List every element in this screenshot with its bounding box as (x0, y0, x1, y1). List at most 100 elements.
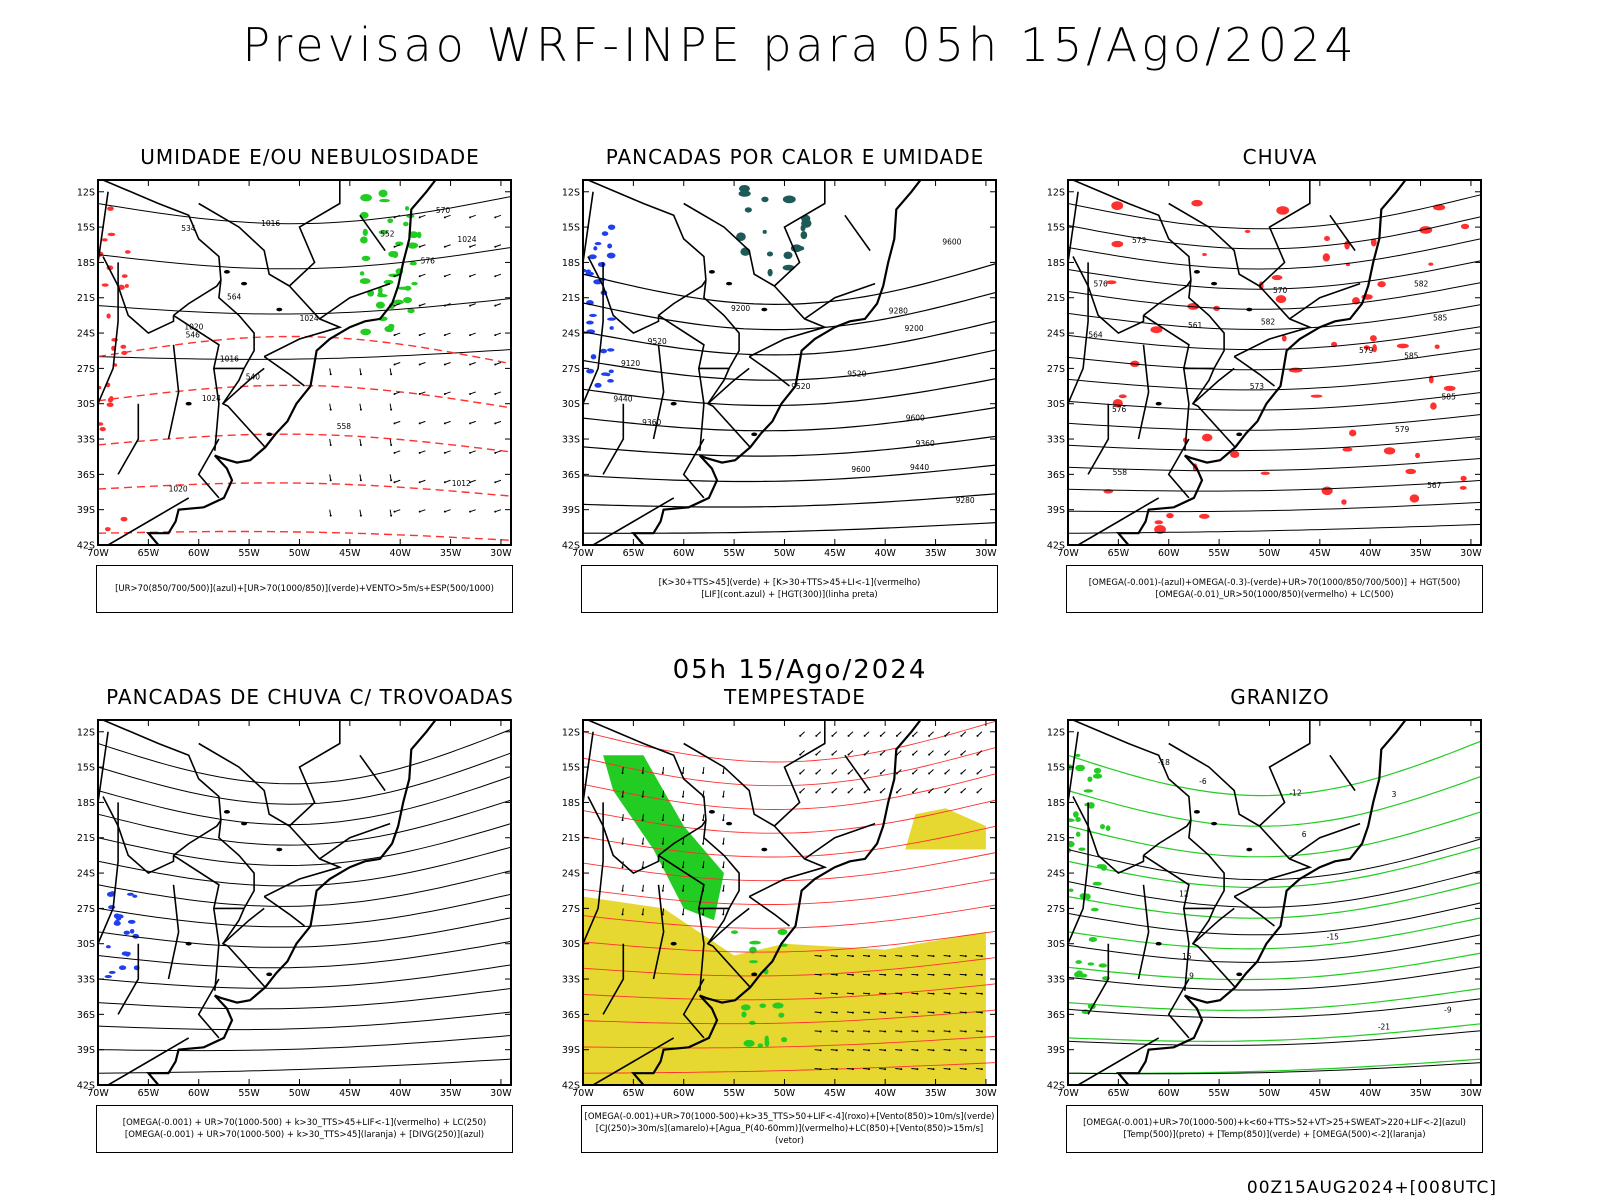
wind850-green-area (749, 960, 758, 964)
hgt500-streamline (1068, 304, 1481, 331)
lake-mark (708, 270, 715, 274)
state-border (587, 796, 660, 875)
wind850-green-area (743, 1039, 755, 1047)
lat-tick-label: 15S (77, 763, 95, 774)
legend-line: [Temp(500)](preto) + [Temp(850)](verde) … (1123, 1130, 1426, 1140)
wind-vector (862, 1011, 870, 1014)
lon-tick-label: 50W (1259, 1088, 1281, 1099)
rain-red-area (1281, 335, 1287, 342)
temp500-contour (1068, 966, 1481, 991)
temp850-green-contour (1075, 960, 1082, 964)
divergence-blue-contour (125, 951, 131, 956)
thickness-contour (98, 335, 511, 365)
temp850-green-contour (1068, 818, 1075, 823)
rain-red-area (1443, 385, 1456, 391)
wind-vector (815, 731, 822, 737)
wind-vector (444, 479, 451, 483)
lake-mark (1193, 810, 1200, 814)
wind-vector (880, 731, 886, 737)
wind-vector (642, 908, 644, 915)
wind-vector (896, 731, 902, 737)
state-border (683, 202, 775, 287)
lon-tick-label: 65W (138, 1088, 160, 1099)
lon-tick-label: 60W (673, 548, 695, 559)
state-border (1137, 884, 1150, 980)
contour-label: 564 (227, 292, 242, 301)
wind-vector (682, 814, 685, 821)
temp850-contour (1068, 952, 1481, 981)
humidity-green-area (404, 285, 412, 291)
wind850-green-area (764, 1039, 770, 1047)
rain-red-area (1191, 199, 1203, 207)
wind-vector (880, 750, 886, 756)
temp850-green-contour (1075, 816, 1081, 823)
state-border (263, 355, 305, 387)
lc250-streamline (98, 1058, 511, 1074)
state-border (748, 825, 828, 898)
lat-tick-label: 27S (1047, 904, 1065, 915)
lc250-streamline (98, 964, 511, 989)
contour-label: 9440 (910, 463, 929, 472)
contour-label: 564 (1088, 331, 1103, 340)
wind-vector (895, 973, 902, 976)
rain-red-area (1324, 235, 1330, 242)
wind-vector (880, 769, 886, 774)
state-border (173, 279, 222, 317)
contour-label: -9 (1444, 1005, 1452, 1014)
thickness-contour (98, 482, 511, 497)
wind-vector (394, 479, 401, 483)
wind-vector (895, 1011, 902, 1014)
lon-tick-label: 45W (1309, 548, 1331, 559)
lake-mark (1246, 307, 1253, 312)
lif-blue-contour (606, 252, 616, 259)
moisture-red-mark (98, 422, 104, 426)
hgt500-streamline (1068, 326, 1481, 351)
state-border (1068, 802, 1089, 945)
hgt500-streamline (1068, 282, 1481, 310)
legend-line: [CJ(250)>30m/s](amarelo)+[Agua_P(40-60mm… (595, 1124, 984, 1146)
state-border (288, 720, 341, 827)
moisture-red-mark (121, 274, 128, 278)
state-border (682, 978, 705, 1039)
wind-vector (469, 362, 476, 365)
panel-title: TEMPESTADE (724, 685, 866, 709)
state-border (804, 822, 876, 860)
lat-tick-label: 27S (562, 364, 580, 375)
wind-vector (389, 368, 392, 375)
hgt500-streamline (1068, 523, 1481, 534)
humidity-green-area (360, 236, 368, 244)
state-border (222, 367, 265, 405)
state-border (1167, 438, 1190, 499)
lif-blue-contour (607, 243, 613, 249)
lake-mark (223, 810, 230, 814)
lat-tick-label: 33S (562, 975, 580, 986)
wind-vector (359, 368, 362, 375)
state-border (652, 884, 665, 980)
lc850-streamline (583, 1009, 996, 1025)
rain-red-area (1154, 525, 1166, 534)
state-border (107, 1037, 190, 1085)
lon-tick-label: 70W (1057, 1088, 1079, 1099)
humidity-green-area (407, 308, 415, 314)
hgt500-streamline (1068, 348, 1481, 371)
rain-red-area (1405, 468, 1417, 475)
wind-vector (419, 479, 426, 483)
state-border (652, 344, 665, 440)
contour-label: 585 (1433, 313, 1448, 322)
main-title: Previsao WRF-INPE para 05h 15/Ago/2024 (242, 18, 1358, 72)
panel-legend: [UR>70(850/700/500)](azul)+[UR>70(1000/8… (96, 565, 513, 613)
lat-tick-label: 15S (562, 763, 580, 774)
state-border (173, 819, 222, 857)
lon-tick-label: 45W (824, 548, 846, 559)
wind-vector (911, 1011, 918, 1014)
forecast-panel: GRANIZO -9 -12 -15 -18 -21 -6 3 6 9 12 15 12S 15S 18S 2… (1045, 685, 1515, 1165)
wind-vector (722, 908, 725, 915)
contour-label: 6 (1302, 830, 1307, 839)
contour-label: 534 (181, 224, 196, 233)
state-border (1072, 180, 1236, 448)
rain-red-area (1409, 494, 1420, 503)
hgt500-streamline (1068, 501, 1481, 513)
state-border (167, 884, 180, 980)
lif-blue-contour (607, 317, 616, 321)
